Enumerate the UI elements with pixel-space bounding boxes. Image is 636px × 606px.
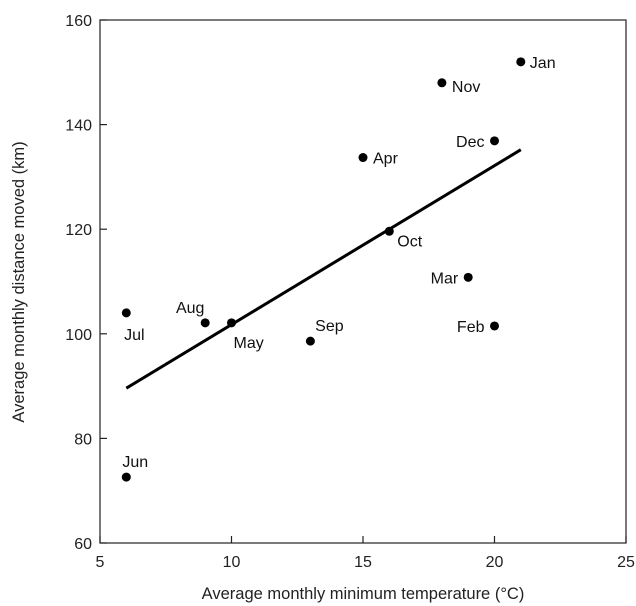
point-label: Sep — [315, 318, 344, 335]
data-point — [384, 226, 394, 236]
x-tick-label: 20 — [486, 554, 504, 571]
y-tick-label: 100 — [65, 327, 92, 344]
data-point — [516, 57, 526, 67]
point-label: Feb — [457, 319, 485, 336]
data-point — [200, 318, 210, 328]
data-point — [227, 318, 236, 328]
x-tick-label: 5 — [96, 554, 105, 571]
x-axis-title: Average monthly minimum temperature (°C) — [202, 585, 525, 603]
point-label: May — [234, 335, 264, 352]
point-labels: Jan Feb Mar Apr May Jun Jul Aug Sep Oct Nov Dec — [122, 55, 555, 471]
x-tick-label: 10 — [223, 554, 241, 571]
y-tick-label: 140 — [65, 118, 92, 135]
point-label: Oct — [397, 233, 422, 250]
x-tick-label: 15 — [354, 554, 372, 571]
data-point — [490, 136, 499, 146]
point-label: Apr — [373, 151, 399, 168]
point-label: Dec — [456, 134, 484, 151]
data-point — [121, 308, 131, 318]
y-tick-label: 120 — [65, 222, 92, 239]
trend-line — [125, 148, 522, 390]
data-point — [463, 272, 473, 282]
y-tick-label: 80 — [74, 431, 92, 448]
data-point — [437, 78, 447, 88]
y-axis: 60 80 100 120 140 160 — [65, 13, 107, 553]
point-label: Jan — [530, 55, 556, 72]
data-point — [121, 472, 131, 482]
data-points — [121, 57, 526, 482]
point-label: Aug — [176, 300, 204, 317]
point-label: Mar — [431, 270, 459, 287]
x-tick-label: 25 — [617, 554, 635, 571]
point-label: Jul — [124, 327, 144, 344]
data-point — [358, 153, 368, 163]
y-tick-label: 160 — [65, 13, 92, 30]
data-point — [305, 336, 315, 346]
point-label: Nov — [452, 79, 480, 96]
plot-frame — [99, 19, 627, 544]
y-axis-title: Average monthly distance moved (km) — [10, 141, 28, 422]
data-point — [490, 321, 499, 331]
x-axis: 5 10 15 20 25 — [96, 536, 635, 571]
point-label: Jun — [122, 454, 148, 471]
y-tick-label: 60 — [74, 536, 92, 553]
